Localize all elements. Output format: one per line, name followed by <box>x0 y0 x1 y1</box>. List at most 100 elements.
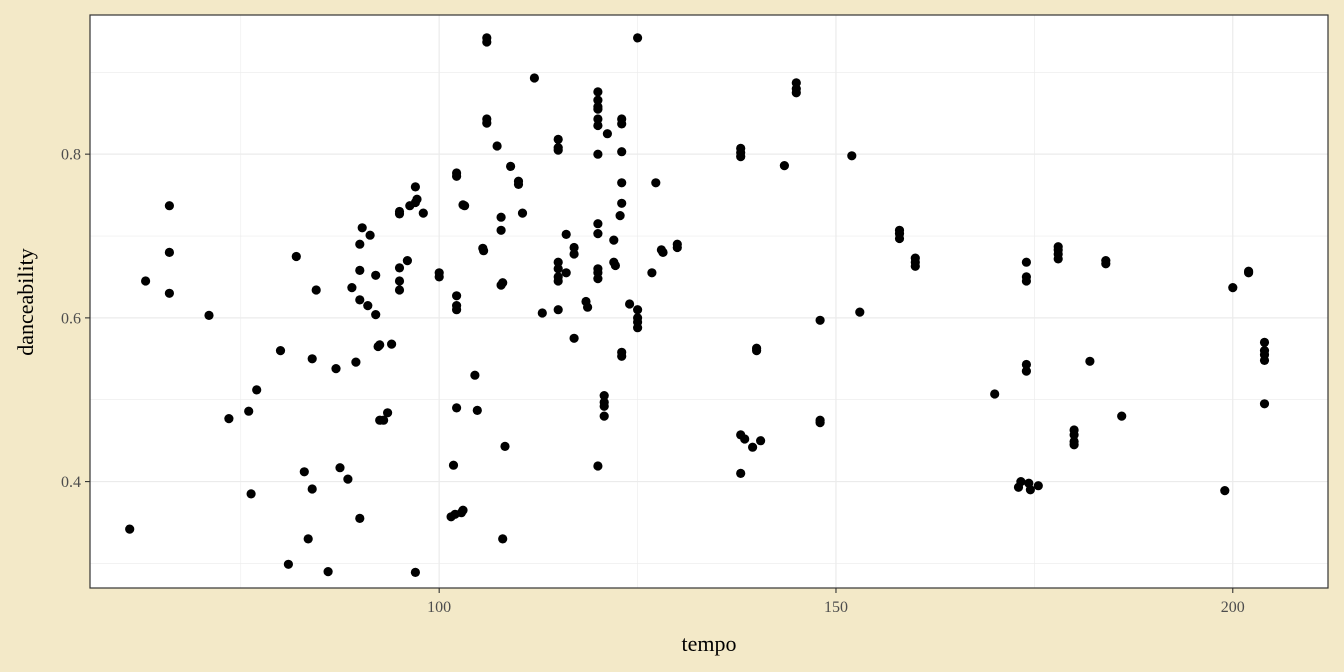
data-point <box>633 323 643 333</box>
data-point <box>204 310 214 320</box>
data-point <box>815 315 825 325</box>
data-point <box>371 310 381 320</box>
data-point <box>394 285 405 295</box>
data-point <box>561 268 571 278</box>
data-point <box>283 559 293 569</box>
data-point <box>335 463 345 473</box>
data-point <box>496 225 506 235</box>
data-point <box>357 223 367 233</box>
x-tick-label: 150 <box>824 599 848 616</box>
data-point <box>593 87 603 97</box>
data-point <box>569 242 579 253</box>
data-point <box>383 408 393 418</box>
data-point <box>553 305 563 315</box>
data-point <box>569 333 579 343</box>
data-point <box>658 247 668 257</box>
data-point <box>402 256 412 266</box>
data-point <box>593 120 603 131</box>
data-point <box>291 251 301 262</box>
data-point <box>740 434 750 444</box>
x-tick-label: 200 <box>1221 599 1245 616</box>
data-point <box>593 219 603 229</box>
data-point <box>412 194 422 204</box>
data-point <box>394 263 405 273</box>
data-point <box>752 346 762 356</box>
data-point <box>1259 355 1270 365</box>
data-point <box>410 182 420 192</box>
data-point <box>1025 485 1035 495</box>
data-point <box>593 274 603 284</box>
data-point <box>647 268 657 278</box>
data-point <box>307 354 317 364</box>
data-point <box>1069 440 1079 450</box>
data-points <box>125 33 1270 578</box>
data-point <box>553 257 563 267</box>
data-point <box>1021 257 1031 267</box>
data-point <box>610 260 621 271</box>
data-point <box>625 299 635 309</box>
y-axis-ticks: 0.4 0.6 0.8 <box>61 147 90 491</box>
panel-border <box>89 14 1329 589</box>
x-axis-title: tempo <box>682 631 737 656</box>
data-point <box>323 567 333 577</box>
data-point <box>492 141 502 151</box>
data-point <box>529 73 540 83</box>
data-point <box>479 246 489 256</box>
data-point <box>1228 283 1238 293</box>
data-point <box>617 147 627 157</box>
data-point <box>593 149 603 159</box>
data-point <box>125 524 135 534</box>
data-point <box>164 288 174 298</box>
data-point <box>609 235 619 245</box>
data-point <box>482 37 492 47</box>
data-point <box>602 129 613 139</box>
data-point <box>164 247 174 257</box>
data-point <box>387 339 397 349</box>
data-point <box>633 305 643 315</box>
data-point <box>1021 366 1031 376</box>
data-point <box>593 104 603 114</box>
data-point <box>513 179 524 189</box>
data-point <box>1021 276 1031 286</box>
data-point <box>593 229 603 239</box>
data-point <box>331 364 341 374</box>
data-point <box>553 134 563 144</box>
data-point <box>496 212 506 222</box>
y-tick-label: 0.6 <box>61 310 81 327</box>
data-point <box>990 389 1000 399</box>
data-point <box>275 346 286 356</box>
data-point <box>815 418 825 428</box>
data-point <box>244 406 254 416</box>
data-point <box>791 88 801 98</box>
data-point <box>855 307 865 317</box>
x-axis-ticks: 100 150 200 <box>427 588 1245 616</box>
data-point <box>418 208 428 218</box>
data-point <box>599 391 609 401</box>
data-point <box>452 291 462 301</box>
data-point <box>617 198 627 208</box>
data-point <box>553 145 563 155</box>
data-point <box>615 211 625 221</box>
data-point <box>452 403 462 413</box>
grid-lines <box>90 15 1328 588</box>
data-point <box>553 264 563 274</box>
data-point <box>583 302 593 312</box>
data-point <box>460 201 470 211</box>
data-point <box>252 385 262 395</box>
data-point <box>375 340 385 350</box>
data-point <box>311 285 321 295</box>
data-point <box>1117 411 1127 421</box>
data-point <box>651 178 661 188</box>
data-point <box>1016 477 1026 487</box>
data-point <box>1259 337 1270 347</box>
data-point <box>599 401 609 411</box>
y-axis-title: danceability <box>13 248 38 356</box>
data-point <box>599 411 609 421</box>
data-point <box>355 239 365 249</box>
data-point <box>498 534 508 544</box>
data-point <box>756 436 766 446</box>
data-point <box>351 357 361 367</box>
data-point <box>1244 268 1254 278</box>
data-point <box>355 265 365 275</box>
